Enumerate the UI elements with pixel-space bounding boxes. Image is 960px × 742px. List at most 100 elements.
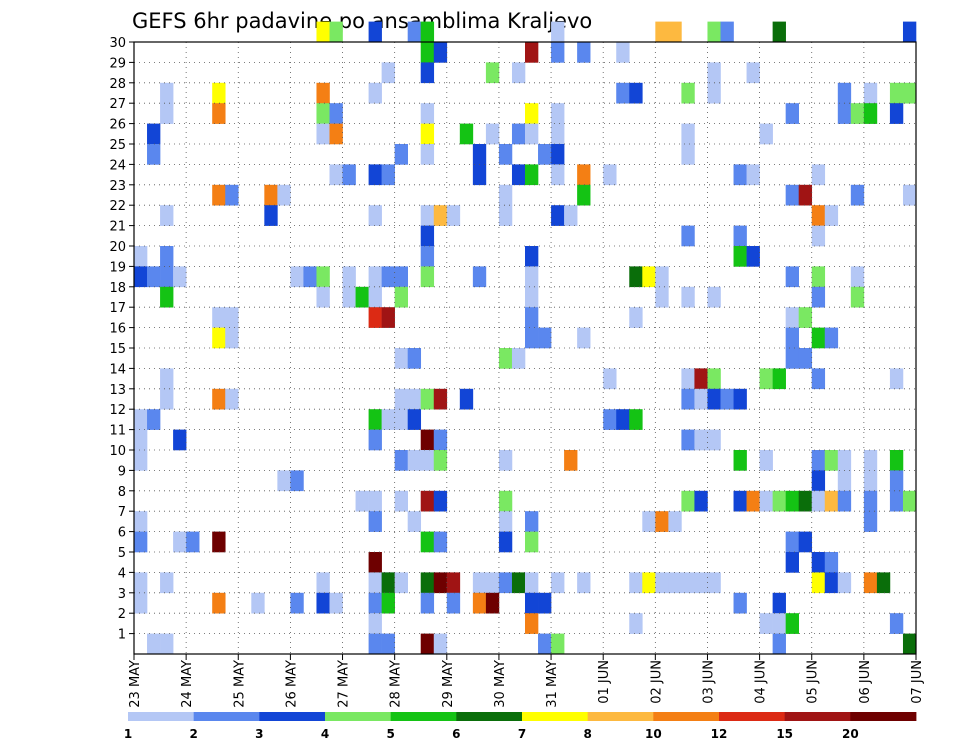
precip-cell	[407, 450, 422, 471]
y-tick-label: 4	[118, 566, 126, 581]
precip-cell	[538, 633, 552, 655]
precip-cell	[368, 633, 382, 655]
precip-cell	[681, 123, 695, 145]
y-tick-label: 11	[109, 424, 126, 439]
precip-cell	[342, 266, 356, 288]
legend-swatch	[456, 712, 523, 721]
precip-cell	[329, 592, 343, 614]
precip-cell	[472, 572, 487, 594]
precip-cell	[642, 511, 656, 532]
precip-cell	[394, 450, 408, 471]
precip-cell	[681, 82, 695, 104]
precip-cell	[134, 246, 148, 267]
precip-cell	[811, 266, 826, 288]
precip-cell	[707, 572, 721, 594]
x-axis: 23 MAY 24 MAY 25 MAY 26 MAY 27 MAY 28 MAY 29 M…	[128, 654, 925, 708]
precip-cell	[212, 307, 226, 328]
precip-cell	[525, 307, 539, 328]
precip-cell	[798, 307, 813, 328]
precip-cell	[577, 327, 591, 349]
precip-cell	[551, 21, 565, 43]
y-tick-label: 17	[109, 301, 126, 316]
precip-cell	[616, 82, 630, 104]
precip-cell	[381, 633, 395, 655]
precip-cell	[876, 572, 891, 594]
precip-cell	[511, 572, 526, 594]
precip-cell	[668, 511, 682, 532]
precip-cell	[863, 490, 878, 512]
precip-cell	[798, 490, 813, 512]
precip-cell	[681, 429, 695, 451]
precip-cell	[446, 572, 461, 594]
precip-cell	[538, 592, 552, 614]
precip-cell	[381, 62, 395, 84]
precip-cell	[785, 552, 799, 573]
precip-cell	[290, 592, 304, 614]
precip-cell	[746, 246, 760, 267]
precip-cell	[759, 450, 773, 471]
precip-cell	[134, 531, 148, 553]
precip-cell	[160, 388, 174, 410]
precip-cell	[668, 572, 682, 594]
precip-cell	[329, 123, 343, 145]
precip-cell	[316, 572, 330, 594]
y-tick-label: 10	[109, 444, 126, 459]
precip-cell	[394, 144, 408, 165]
precip-cell	[173, 531, 187, 553]
precip-cell	[212, 82, 226, 104]
precip-cell	[889, 450, 904, 471]
y-tick-label: 1	[118, 628, 126, 643]
y-tick-label: 19	[109, 260, 126, 275]
precip-cell	[264, 205, 278, 226]
precip-cell	[707, 429, 721, 451]
precip-cell	[629, 266, 643, 288]
precip-cell	[446, 205, 461, 226]
x-tick-label: 27 MAY	[337, 660, 352, 708]
precip-cell	[498, 450, 513, 471]
precip-cell	[368, 511, 382, 532]
precip-cell	[798, 531, 813, 553]
precip-cell	[577, 184, 591, 206]
legend-swatch	[653, 712, 720, 721]
precip-cell	[811, 490, 826, 512]
precip-cell	[824, 490, 839, 512]
legend-label: 10	[645, 727, 662, 741]
legend-swatch	[193, 712, 260, 721]
precip-cell	[498, 572, 513, 594]
x-tick-label: 02 JUN	[649, 660, 664, 704]
precip-cell	[134, 572, 148, 594]
precip-cell	[525, 42, 539, 63]
precip-cell	[420, 144, 435, 165]
precip-cell	[160, 246, 174, 267]
precip-cell	[681, 286, 695, 308]
x-tick-label: 29 MAY	[441, 660, 456, 708]
precip-cell	[160, 103, 174, 124]
precip-cell	[733, 490, 747, 512]
precip-cell	[811, 225, 826, 247]
precip-cell	[525, 103, 539, 124]
legend-swatch	[784, 712, 851, 721]
precip-cell	[316, 123, 330, 145]
precip-cell	[368, 490, 382, 512]
precip-cell	[134, 450, 148, 471]
precip-cell	[694, 490, 708, 512]
precip-cell	[225, 184, 239, 206]
precip-cell	[785, 613, 799, 634]
precip-cell	[394, 572, 408, 594]
precip-cell	[381, 409, 395, 430]
precip-cell	[902, 490, 917, 512]
precip-cell	[811, 286, 826, 308]
precip-cell	[368, 592, 382, 614]
precip-cell	[759, 368, 773, 390]
y-tick-label: 14	[109, 362, 126, 377]
precip-cell	[381, 572, 395, 594]
precip-cell	[433, 490, 448, 512]
precip-cell	[342, 286, 356, 308]
precip-cell	[381, 266, 395, 288]
precip-cell	[134, 592, 148, 614]
precip-cell	[407, 348, 422, 369]
precip-cell	[551, 164, 565, 186]
precip-cell	[407, 388, 422, 410]
precip-cell	[824, 552, 839, 573]
precip-cell	[603, 409, 617, 430]
